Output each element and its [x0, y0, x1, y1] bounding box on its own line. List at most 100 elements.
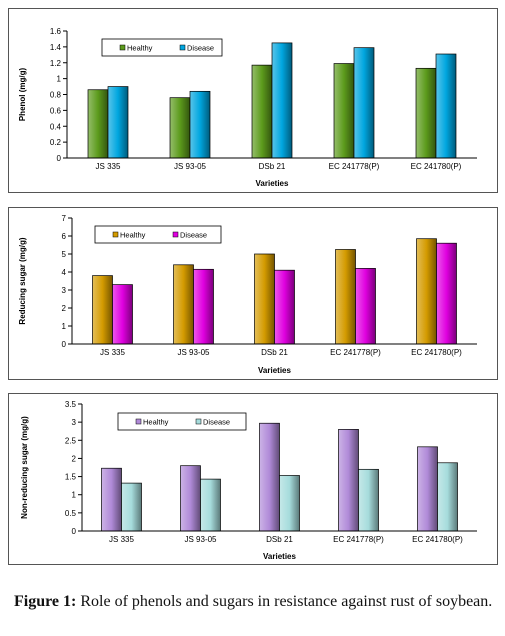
y-axis-title: Phenol (mg/g)	[18, 68, 27, 122]
y-tick-label: 0.6	[50, 106, 62, 115]
y-tick-label: 1.5	[65, 473, 77, 482]
y-tick-label: 1.2	[50, 59, 62, 68]
y-axis-title: Reducing sugar (mg/g)	[18, 237, 27, 324]
y-tick-label: 3	[62, 286, 67, 295]
x-tick-label: JS 93-05	[177, 348, 210, 357]
x-axis-title: Varieties	[258, 366, 291, 375]
x-tick-label: JS 335	[100, 348, 125, 357]
bar-healthy	[338, 429, 359, 532]
y-tick-label: 0.4	[50, 122, 62, 131]
bar-healthy	[92, 275, 113, 345]
figure-caption-label: Figure 1:	[14, 593, 77, 610]
legend-label-disease: Disease	[180, 231, 207, 240]
bar-healthy	[173, 264, 194, 345]
bar-healthy	[333, 63, 355, 159]
phenol-chart-panel: 0 0.2 0.4 0.6 0.8 1 1.2 1.4 1.6 JS 335 JS 93-05 DSb…	[8, 8, 498, 193]
y-tick-label: 6	[62, 232, 67, 241]
y-tick-label: 4	[62, 268, 67, 277]
x-tick-label: EC 241780(P)	[411, 348, 462, 357]
x-tick-label: JS 335	[109, 535, 134, 544]
bar-healthy	[417, 446, 438, 532]
legend: Healthy Disease	[94, 225, 222, 244]
x-tick-label: EC 241778(P)	[330, 348, 381, 357]
bar-disease	[112, 284, 133, 345]
bar-healthy	[169, 97, 191, 159]
figure-caption-text: Role of phenols and sugars in resistance…	[80, 593, 493, 610]
x-tick-label: DSb 21	[259, 162, 286, 171]
y-tick-label: 1	[72, 491, 77, 500]
y-tick-label: 2	[62, 304, 67, 313]
y-tick-label: 1	[57, 75, 62, 84]
y-tick-label: 2	[72, 454, 77, 463]
legend-swatch-healthy	[119, 44, 126, 51]
bar-healthy	[335, 249, 356, 345]
legend-swatch-healthy	[135, 418, 142, 425]
bar-healthy	[416, 238, 437, 345]
x-tick-label: DSb 21	[266, 535, 293, 544]
legend-swatch-healthy	[112, 231, 119, 238]
bar-disease	[274, 269, 295, 345]
y-tick-label: 0.8	[50, 91, 62, 100]
y-tick-label: 5	[62, 250, 67, 259]
y-tick-label: 3	[72, 418, 77, 427]
bar-disease	[107, 86, 129, 159]
bar-disease	[436, 242, 457, 345]
y-tick-label: 0	[57, 154, 62, 163]
phenol-chart: 0 0.2 0.4 0.6 0.8 1 1.2 1.4 1.6 JS 335 JS 93-05 DSb…	[18, 27, 477, 188]
legend-label-disease: Disease	[203, 418, 230, 427]
y-tick-label: 1.6	[50, 27, 62, 36]
legend: Healthy Disease	[117, 412, 247, 431]
y-tick-label: 0	[72, 527, 77, 536]
bar-healthy	[415, 67, 437, 159]
bar-disease	[200, 478, 221, 532]
bar-disease	[279, 475, 300, 532]
figure-caption: Figure 1: Role of phenols and sugars in …	[14, 591, 496, 612]
bar-healthy	[87, 89, 109, 159]
y-tick-label: 7	[62, 214, 67, 223]
bar-healthy	[259, 422, 280, 532]
legend: Healthy Disease	[101, 38, 223, 57]
legend-label-healthy: Healthy	[143, 418, 169, 427]
reducing-sugar-chart: 0 1 2 3 4 5 6 7 JS 335 JS 93-05 DSb 21 EC 241778(P)…	[18, 214, 477, 375]
legend-label-healthy: Healthy	[120, 231, 146, 240]
bar-disease	[193, 268, 214, 345]
y-tick-label: 0.5	[65, 509, 77, 518]
bar-disease	[189, 90, 211, 159]
legend-swatch-disease	[179, 44, 186, 51]
non-reducing-sugar-chart: 0 0.5 1 1.5 2 2.5 3 3.5 JS 335 JS 93-05 DSb 21 EC 2…	[20, 400, 477, 561]
x-tick-label: EC 241778(P)	[329, 162, 380, 171]
non-reducing-sugar-chart-panel: 0 0.5 1 1.5 2 2.5 3 3.5 JS 335 JS 93-05 DSb 21 EC 2…	[8, 393, 498, 565]
legend-swatch-disease	[172, 231, 179, 238]
y-tick-label: 3.5	[65, 400, 77, 409]
legend-label-disease: Disease	[187, 44, 214, 53]
y-tick-label: 0.2	[50, 138, 62, 147]
y-tick-label: 2.5	[65, 436, 77, 445]
bar-disease	[435, 53, 457, 159]
x-tick-label: EC 241780(P)	[411, 162, 462, 171]
x-tick-label: DSb 21	[261, 348, 288, 357]
x-tick-label: EC 241778(P)	[333, 535, 384, 544]
bar-disease	[355, 268, 376, 345]
bar-healthy	[180, 465, 201, 532]
x-tick-label: EC 241780(P)	[412, 535, 463, 544]
x-tick-label: JS 93-05	[184, 535, 217, 544]
y-tick-label: 1.4	[50, 43, 62, 52]
y-tick-label: 0	[62, 340, 67, 349]
y-tick-label: 1	[62, 322, 67, 331]
bar-disease	[271, 42, 293, 159]
legend-swatch-disease	[195, 418, 202, 425]
reducing-sugar-chart-panel: 0 1 2 3 4 5 6 7 JS 335 JS 93-05 DSb 21 EC 241778(P)…	[8, 207, 498, 380]
bar-disease	[437, 462, 458, 532]
bar-healthy	[254, 253, 275, 345]
bar-healthy	[101, 467, 122, 532]
x-axis-title: Varieties	[263, 552, 296, 561]
bar-disease	[358, 468, 379, 532]
x-tick-label: JS 335	[96, 162, 121, 171]
legend-label-healthy: Healthy	[127, 44, 153, 53]
y-axis-title: Non-reducing sugar (mg/g)	[20, 416, 29, 519]
bar-disease	[353, 47, 375, 159]
bar-healthy	[251, 64, 273, 159]
x-tick-label: JS 93-05	[174, 162, 207, 171]
x-axis-title: Varieties	[256, 179, 289, 188]
bar-disease	[121, 482, 142, 532]
